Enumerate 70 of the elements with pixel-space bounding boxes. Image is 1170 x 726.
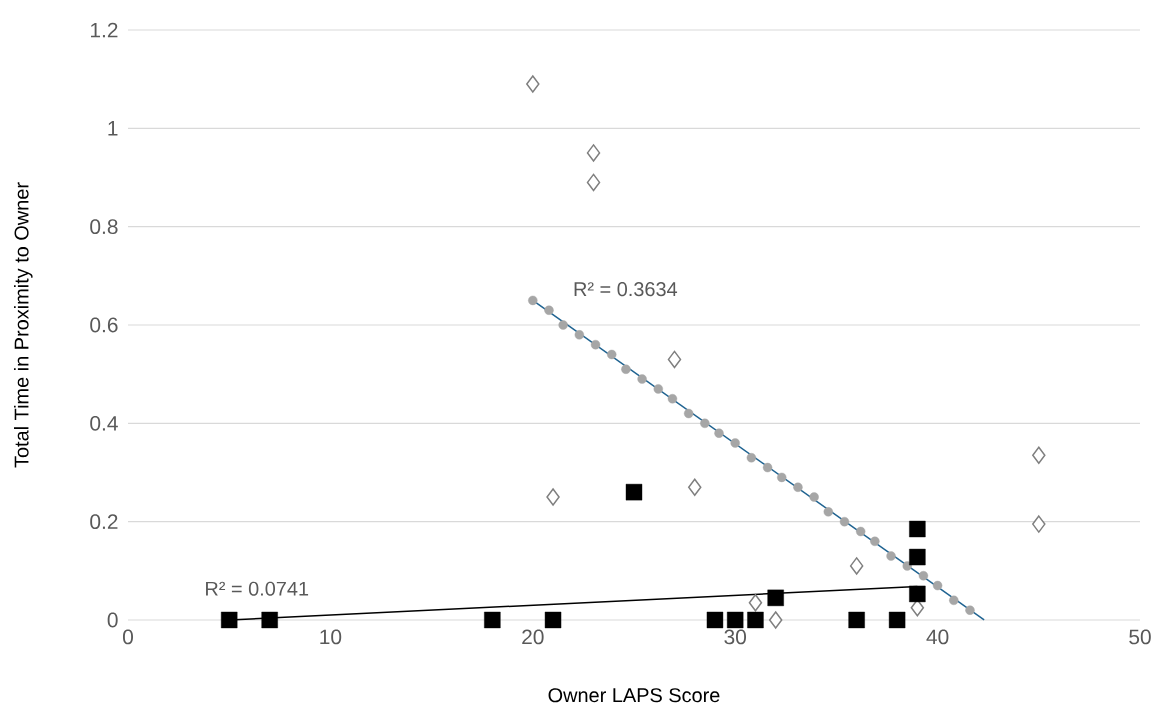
annotation: R² = 0.3634	[574, 282, 678, 297]
point	[544, 611, 562, 629]
point	[590, 339, 601, 350]
point	[727, 611, 744, 629]
y-tick-label: 0.2	[90, 514, 118, 530]
point	[221, 611, 238, 629]
point	[1032, 446, 1046, 465]
annotation: R² = 0.0741	[206, 581, 309, 596]
x-axis-title: Owner LAPS Score	[548, 688, 720, 703]
point	[687, 478, 702, 496]
point	[909, 585, 926, 603]
point	[855, 526, 866, 537]
point	[653, 384, 663, 394]
point	[714, 428, 724, 438]
point	[700, 418, 710, 429]
point	[621, 364, 631, 374]
point	[526, 75, 540, 93]
point	[849, 557, 864, 575]
point	[261, 611, 278, 629]
y-tick-label: 0.8	[90, 219, 118, 235]
point	[886, 551, 896, 561]
point	[848, 611, 865, 629]
point	[748, 594, 763, 612]
point	[574, 330, 585, 340]
point	[949, 595, 959, 606]
x-tick-label: 40	[926, 629, 949, 645]
point	[793, 482, 803, 492]
x-tick-label: 30	[724, 629, 747, 645]
y-tick-label: 1	[108, 121, 118, 136]
y-tick-label: 1.2	[91, 22, 118, 38]
point	[667, 350, 682, 369]
x-tick-label: 50	[1129, 629, 1151, 645]
point	[746, 453, 757, 463]
point	[762, 462, 773, 473]
point	[667, 394, 678, 404]
point	[607, 349, 617, 360]
point	[747, 611, 764, 629]
point	[683, 408, 694, 419]
y-axis-title: Total Time in Proximity to Owner	[13, 182, 33, 468]
point	[637, 374, 647, 384]
point	[625, 483, 643, 501]
point	[839, 516, 850, 527]
y-tick-label: 0.6	[90, 317, 118, 333]
point	[777, 472, 787, 483]
point	[932, 580, 943, 591]
point	[544, 305, 554, 315]
point	[768, 611, 783, 629]
point	[888, 611, 906, 629]
x-tick-label: 0	[123, 629, 133, 645]
point	[823, 507, 833, 517]
point	[546, 488, 560, 506]
y-tick-label: 0	[107, 612, 118, 628]
point	[1032, 515, 1046, 533]
x-tick-label: 10	[320, 629, 342, 645]
point	[870, 536, 880, 547]
point	[586, 144, 601, 162]
y-tick-label: 0.4	[90, 415, 118, 431]
point	[528, 295, 538, 306]
point	[484, 611, 501, 629]
point	[909, 548, 926, 566]
point	[909, 520, 926, 538]
x-tick-label: 20	[522, 629, 544, 645]
point	[809, 492, 819, 502]
point	[965, 605, 975, 615]
point	[706, 611, 724, 629]
point	[558, 320, 568, 330]
point	[767, 589, 784, 607]
point	[730, 438, 740, 448]
point	[918, 571, 929, 581]
point	[586, 173, 601, 192]
